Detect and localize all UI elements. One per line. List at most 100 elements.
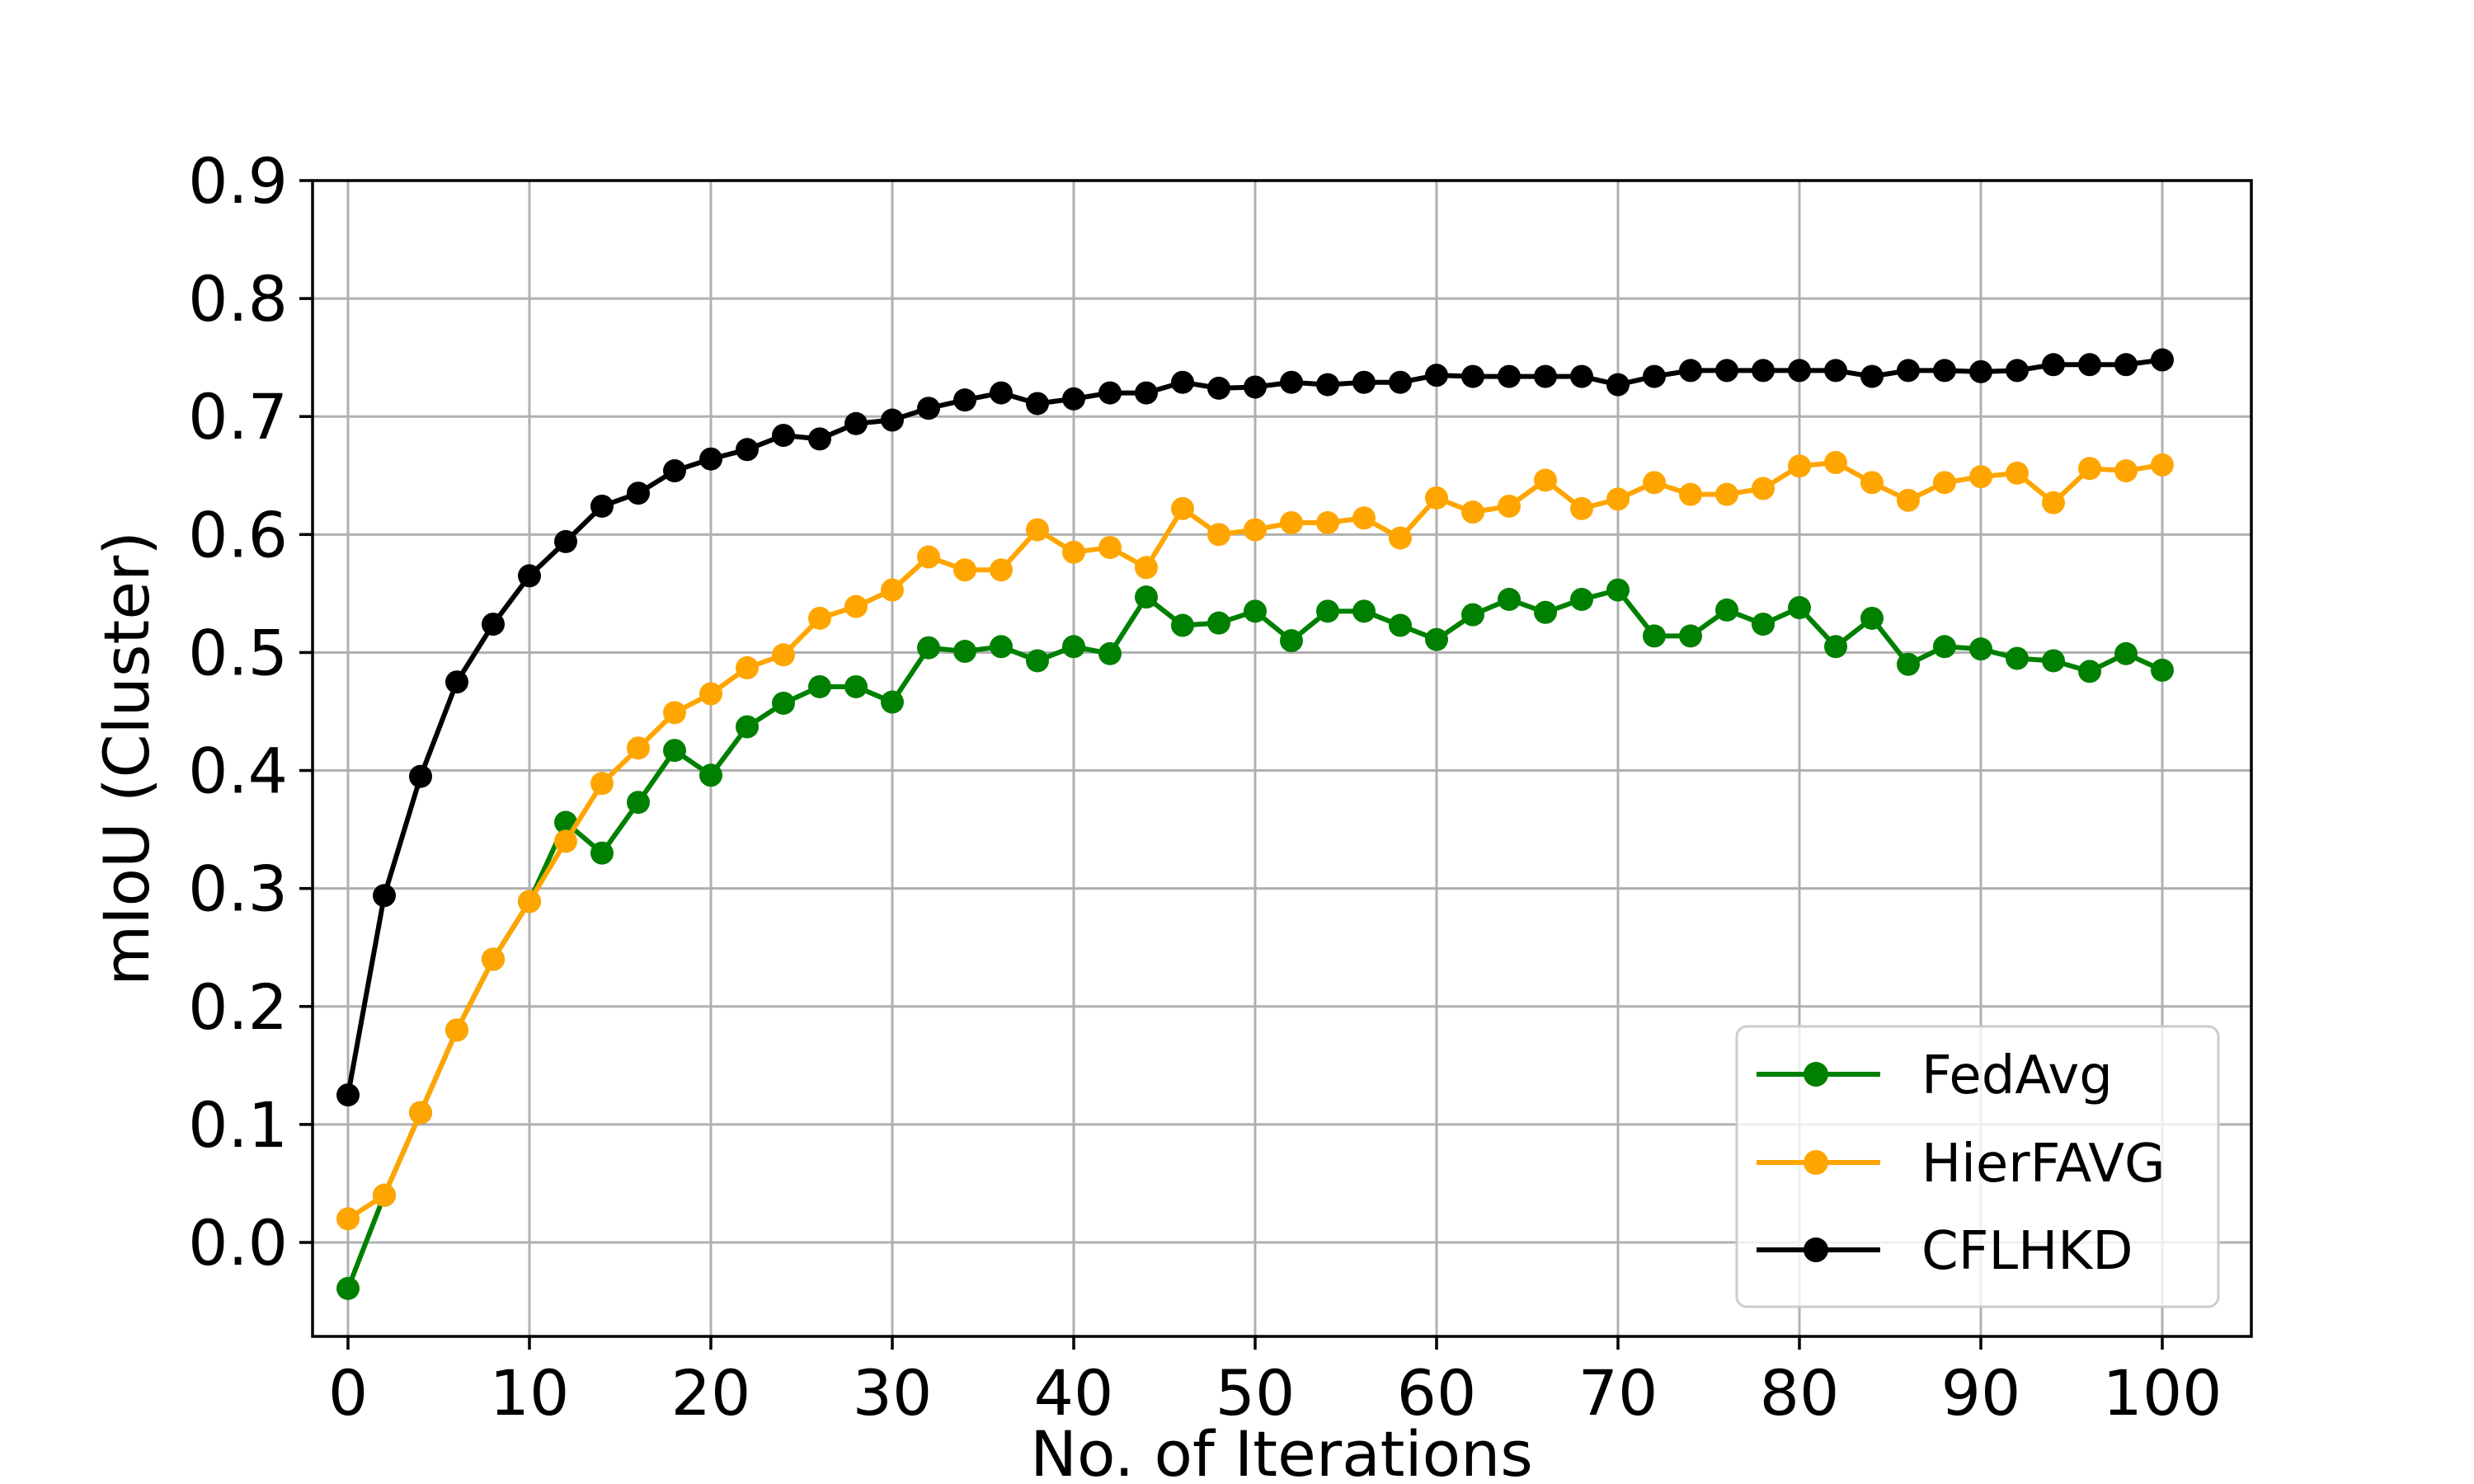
- data-point-hierfavg: [1316, 511, 1339, 535]
- data-point-hierfavg: [482, 947, 505, 971]
- data-point-fedavg: [1788, 596, 1811, 620]
- data-point-hierfavg: [1026, 518, 1049, 542]
- legend-label-cflhkd: CFLHKD: [1921, 1221, 2133, 1282]
- y-tick-label: 0.4: [188, 735, 288, 808]
- data-point-cflhkd: [409, 764, 432, 788]
- data-point-fedavg: [844, 674, 868, 698]
- x-tick-label: 70: [1578, 1356, 1658, 1430]
- legend-item-cflhkd: CFLHKD: [1757, 1221, 2133, 1282]
- data-point-cflhkd: [1389, 370, 1412, 394]
- data-point-fedavg: [1062, 635, 1085, 659]
- data-point-cflhkd: [808, 427, 831, 451]
- data-point-hierfavg: [2006, 461, 2029, 485]
- data-point-fedavg: [1389, 613, 1412, 637]
- legend-label-fedavg: FedAvg: [1921, 1045, 2113, 1106]
- data-point-fedavg: [1679, 624, 1702, 648]
- data-point-fedavg: [1897, 652, 1920, 676]
- data-point-cflhkd: [1679, 359, 1702, 383]
- x-tick-label: 0: [328, 1356, 368, 1430]
- data-point-cflhkd: [1643, 364, 1666, 388]
- data-point-hierfavg: [1788, 454, 1811, 478]
- data-point-cflhkd: [699, 447, 722, 471]
- series-cflhkd: [336, 348, 2174, 1107]
- data-point-hierfavg: [1244, 518, 1267, 542]
- data-point-cflhkd: [1788, 359, 1811, 383]
- data-point-hierfavg: [1207, 523, 1230, 547]
- data-point-cflhkd: [2151, 348, 2174, 372]
- y-tick-label: 0.3: [188, 852, 288, 926]
- data-point-cflhkd: [1570, 364, 1593, 388]
- data-point-fedavg: [2114, 641, 2138, 665]
- data-point-fedavg: [881, 690, 904, 714]
- y-tick-label: 0.2: [188, 970, 288, 1044]
- data-point-hierfavg: [1280, 511, 1303, 535]
- data-point-cflhkd: [2114, 353, 2138, 377]
- data-point-hierfavg: [1062, 540, 1085, 564]
- data-point-fedavg: [2042, 649, 2065, 673]
- data-point-hierfavg: [336, 1207, 360, 1231]
- data-point-hierfavg: [590, 772, 614, 796]
- data-series: [336, 348, 2174, 1300]
- x-tick-label: 30: [853, 1356, 933, 1430]
- plot-frame: [311, 179, 2253, 1338]
- y-axis-label: mIoU (Cluster): [90, 531, 163, 986]
- data-point-fedavg: [2006, 646, 2029, 670]
- data-point-fedavg: [1715, 598, 1738, 622]
- data-point-fedavg: [917, 636, 940, 660]
- data-point-fedavg: [1098, 641, 1122, 665]
- data-point-fedavg: [1135, 585, 1158, 609]
- data-point-cflhkd: [1352, 370, 1376, 394]
- data-point-hierfavg: [699, 682, 722, 706]
- data-point-cflhkd: [663, 459, 686, 483]
- data-point-cflhkd: [590, 494, 614, 518]
- x-tick-label: 40: [1034, 1356, 1114, 1430]
- data-point-fedavg: [1280, 629, 1303, 653]
- data-point-fedavg: [1606, 578, 1630, 602]
- data-point-hierfavg: [1098, 536, 1122, 560]
- x-axis-label: No. of Iterations: [1030, 1417, 1533, 1484]
- data-point-hierfavg: [1824, 451, 1847, 475]
- data-point-hierfavg: [772, 643, 795, 667]
- data-point-cflhkd: [518, 564, 541, 588]
- data-point-hierfavg: [736, 656, 759, 680]
- data-point-fedavg: [1425, 627, 1448, 651]
- data-point-hierfavg: [373, 1183, 396, 1207]
- data-point-cflhkd: [2006, 359, 2029, 383]
- data-point-hierfavg: [808, 606, 831, 630]
- data-point-hierfavg: [1606, 487, 1630, 511]
- data-point-cflhkd: [1026, 392, 1049, 416]
- y-tick-label: 0.6: [188, 498, 288, 571]
- legend-marker-hierfavg-icon: [1804, 1150, 1828, 1175]
- data-point-hierfavg: [1461, 500, 1484, 524]
- data-point-hierfavg: [2114, 459, 2138, 483]
- data-point-hierfavg: [518, 890, 541, 913]
- legend-marker-fedavg-icon: [1804, 1062, 1828, 1087]
- data-point-cflhkd: [1534, 364, 1557, 388]
- data-point-fedavg: [772, 691, 795, 715]
- x-tick-label: 50: [1216, 1356, 1296, 1430]
- data-point-fedavg: [663, 739, 686, 763]
- y-tick-label: 0.1: [188, 1088, 288, 1162]
- data-point-fedavg: [1244, 599, 1267, 623]
- data-point-hierfavg: [1715, 482, 1738, 506]
- data-point-cflhkd: [445, 670, 468, 694]
- data-point-cflhkd: [1860, 364, 1884, 388]
- data-point-hierfavg: [1534, 468, 1557, 492]
- y-tick-label: 0.7: [188, 380, 288, 453]
- data-point-cflhkd: [627, 481, 650, 505]
- x-tick-label: 80: [1760, 1356, 1840, 1430]
- data-point-fedavg: [1643, 624, 1666, 648]
- data-point-hierfavg: [1679, 482, 1702, 506]
- data-point-cflhkd: [1316, 373, 1339, 397]
- data-point-fedavg: [1461, 603, 1484, 627]
- data-point-cflhkd: [953, 388, 976, 412]
- data-point-cflhkd: [990, 381, 1013, 405]
- data-point-fedavg: [1860, 606, 1884, 630]
- data-point-fedavg: [736, 715, 759, 739]
- data-point-hierfavg: [627, 736, 650, 760]
- data-point-hierfavg: [1425, 486, 1448, 510]
- legend: FedAvg HierFAVG CFLHKD: [1735, 1025, 2220, 1308]
- data-point-fedavg: [1752, 613, 1775, 636]
- y-tick-label: 0.0: [188, 1206, 288, 1280]
